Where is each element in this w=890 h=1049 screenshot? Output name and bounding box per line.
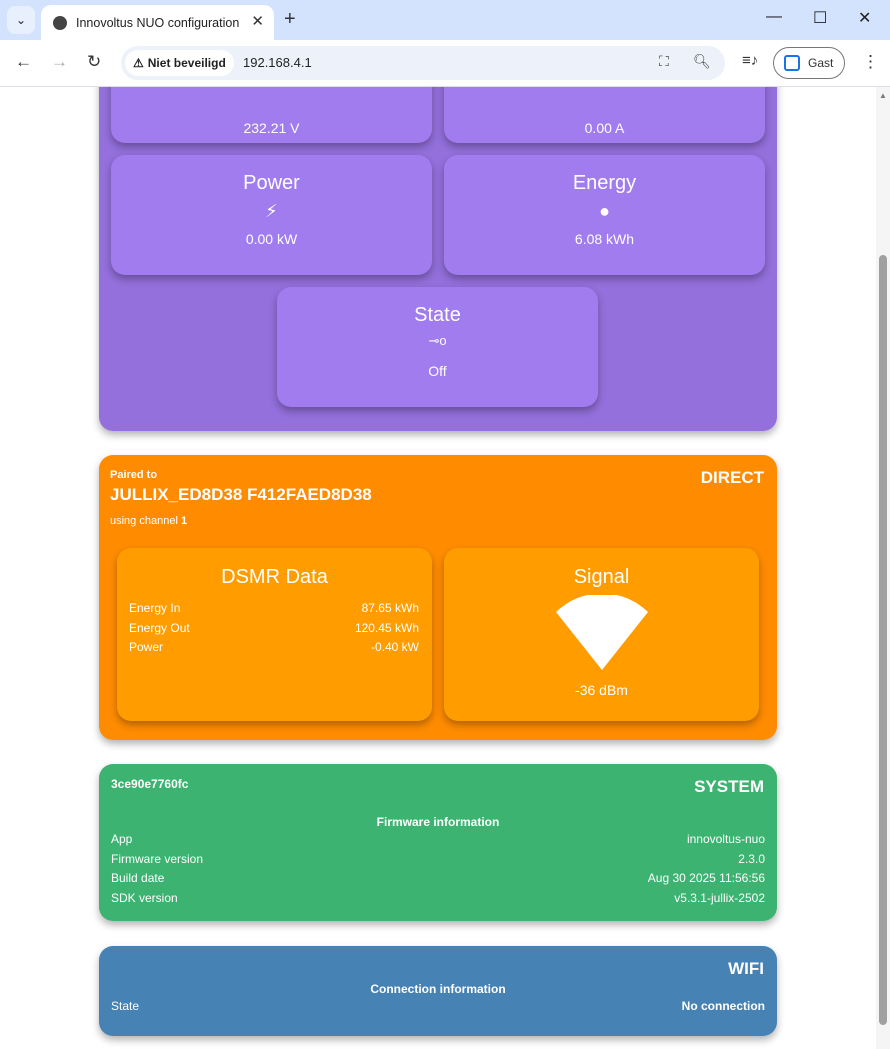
row-value: No connection bbox=[681, 999, 765, 1013]
profile-label: Gast bbox=[808, 56, 834, 70]
state-title: State bbox=[414, 304, 461, 326]
close-tab-icon[interactable]: ✕ bbox=[251, 13, 264, 30]
switch-icon: ⊸o bbox=[428, 333, 447, 348]
system-badge: SYSTEM bbox=[694, 777, 764, 796]
tab-search-button[interactable]: ⌄ bbox=[7, 6, 35, 34]
system-row: Build date Aug 30 2025 11:56:56 bbox=[111, 869, 765, 889]
current-tile: 0.00 A bbox=[444, 87, 765, 143]
connection-heading: Connection information bbox=[370, 982, 506, 996]
power-title: Power bbox=[243, 172, 300, 194]
energy-title: Energy bbox=[572, 172, 637, 194]
page-content: 232.21 V 0.00 A Power ⚡︎ 0.00 kW Energy … bbox=[0, 87, 876, 1049]
energy-value: 6.08 kWh bbox=[574, 231, 635, 247]
lightning-icon: ⚡︎ bbox=[265, 201, 278, 221]
security-chip[interactable]: ⚠ Niet beveiligd bbox=[125, 50, 234, 76]
browser-tab[interactable]: Innovoltus NUO configuration ✕ bbox=[41, 5, 274, 40]
system-row: Firmware version 2.3.0 bbox=[111, 850, 765, 870]
row-label: State bbox=[111, 999, 140, 1013]
avatar bbox=[784, 55, 800, 71]
dsmr-row: Energy Out 120.45 kWh bbox=[129, 619, 419, 639]
row-value: innovoltus-nuo bbox=[686, 832, 765, 846]
scrollbar-thumb[interactable] bbox=[879, 255, 887, 1025]
state-tile: State ⊸o Off bbox=[277, 287, 598, 407]
power-value: 0.00 kW bbox=[245, 231, 298, 247]
system-card: SYSTEM 3ce90e7760fc Firmware information… bbox=[99, 764, 777, 921]
signal-wedge-icon bbox=[555, 593, 648, 670]
paired-label: Paired to bbox=[110, 469, 158, 481]
row-label: Firmware version bbox=[111, 851, 204, 866]
back-button[interactable]: ← bbox=[15, 52, 32, 71]
security-label: Niet beveiligd bbox=[147, 56, 226, 70]
meter-icon: ● bbox=[599, 201, 610, 221]
row-label: Energy In bbox=[129, 601, 181, 615]
row-value: v5.3.1-jullix-2502 bbox=[674, 890, 765, 905]
channel-label: using channel bbox=[110, 515, 178, 527]
profile-button[interactable]: Gast bbox=[773, 47, 845, 79]
paired-device: JULLIX_ED8D38 F412FAED8D38 bbox=[110, 485, 372, 504]
row-label: Power bbox=[129, 640, 164, 654]
signal-value: -36 dBm bbox=[575, 682, 628, 698]
row-value: 87.65 kWh bbox=[361, 601, 419, 615]
warning-icon: ⚠ bbox=[133, 56, 144, 70]
maximize-button[interactable]: ☐ bbox=[813, 10, 828, 27]
globe-icon bbox=[53, 15, 67, 30]
current-value: 0.00 A bbox=[584, 120, 625, 136]
forward-button[interactable]: → bbox=[51, 52, 68, 71]
signal-title: Signal bbox=[573, 566, 630, 588]
row-value: -0.40 kW bbox=[370, 640, 419, 654]
wifi-row: State No connection bbox=[111, 997, 765, 1017]
direct-card: DIRECT Paired to JULLIX_ED8D38 F412FAED8… bbox=[99, 455, 777, 740]
system-row: SDK version v5.3.1-jullix-2502 bbox=[111, 889, 765, 909]
tab-bar: ⌄ Innovoltus NUO configuration ✕ + — ☐ ✕ bbox=[0, 0, 890, 40]
close-window-button[interactable]: ✕ bbox=[858, 10, 872, 27]
browser-toolbar: ← → ↻ ⚠ Niet beveiligd 192.168.4.1 ⛶ 🔍︎ ≡… bbox=[0, 40, 890, 87]
scrollbar[interactable]: ▲ bbox=[876, 87, 890, 1049]
url-text[interactable]: 192.168.4.1 bbox=[243, 55, 312, 70]
signal-tile: Signal -36 dBm bbox=[444, 548, 759, 721]
address-bar[interactable]: ⚠ Niet beveiligd 192.168.4.1 ⛶ 🔍︎ bbox=[121, 46, 725, 80]
zoom-icon[interactable]: 🔍︎ bbox=[693, 53, 711, 69]
new-tab-button[interactable]: + bbox=[284, 8, 296, 30]
row-label: Build date bbox=[111, 871, 165, 885]
dsmr-row: Energy In 87.65 kWh bbox=[129, 599, 419, 619]
dsmr-title: DSMR Data bbox=[221, 566, 328, 588]
wifi-card: WIFI Connection information State No conn… bbox=[99, 946, 777, 1036]
row-label: SDK version bbox=[111, 890, 178, 905]
state-value: Off bbox=[428, 363, 447, 379]
energy-tile: Energy ● 6.08 kWh bbox=[444, 155, 765, 275]
direct-badge: DIRECT bbox=[700, 468, 764, 487]
row-label: Energy Out bbox=[129, 620, 190, 635]
dsmr-row: Power -0.40 kW bbox=[129, 638, 419, 658]
system-id: 3ce90e7760fc bbox=[111, 777, 189, 791]
row-value: Aug 30 2025 11:56:56 bbox=[647, 871, 765, 885]
firmware-heading: Firmware information bbox=[376, 815, 500, 829]
translate-icon[interactable]: ⛶ bbox=[659, 53, 669, 69]
minimize-button[interactable]: — bbox=[766, 8, 782, 25]
row-value: 2.3.0 bbox=[738, 851, 765, 866]
menu-icon[interactable]: ⋮ bbox=[862, 52, 879, 71]
dsmr-tile: DSMR Data Energy In 87.65 kWh Energy Out 1… bbox=[117, 548, 432, 721]
voltage-tile: 232.21 V bbox=[111, 87, 432, 143]
media-icon[interactable]: ≡♪ bbox=[742, 52, 759, 69]
channel-value: 1 bbox=[180, 515, 188, 527]
power-tile: Power ⚡︎ 0.00 kW bbox=[111, 155, 432, 275]
system-row: App innovoltus-nuo bbox=[111, 830, 765, 850]
wifi-badge: WIFI bbox=[728, 959, 764, 978]
reload-button[interactable]: ↻ bbox=[87, 52, 102, 71]
tab-title: Innovoltus NUO configuration bbox=[76, 15, 240, 30]
row-value: 120.45 kWh bbox=[354, 620, 419, 635]
voltage-value: 232.21 V bbox=[243, 120, 300, 136]
meter-card: 232.21 V 0.00 A Power ⚡︎ 0.00 kW Energy … bbox=[99, 87, 777, 431]
row-label: App bbox=[111, 832, 133, 846]
